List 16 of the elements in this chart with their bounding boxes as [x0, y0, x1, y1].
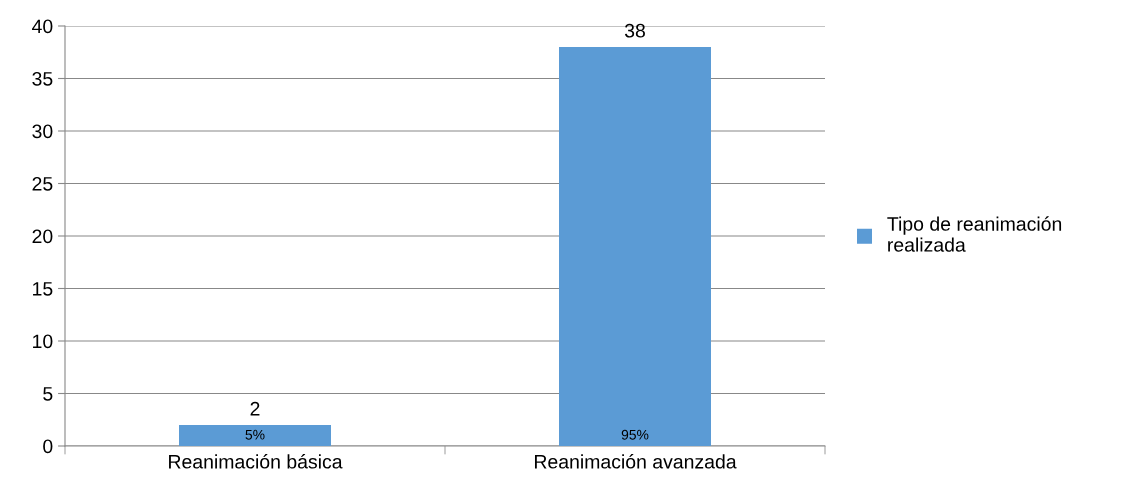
y-tick-label: 15: [33, 282, 53, 296]
y-tick-label: 0: [43, 439, 53, 454]
annotation: 5%: [245, 429, 265, 440]
y-tick-label: 30: [32, 124, 53, 139]
y-tick-label: 40: [32, 19, 53, 34]
x-tick-label: Reanimación básica: [169, 454, 343, 469]
y-tick-label: 10: [33, 334, 53, 349]
y-tick-label: 5: [43, 387, 53, 401]
y-tick-label: 20: [32, 229, 53, 244]
y-tick-label: 25: [32, 176, 53, 191]
data-label: 38: [624, 23, 645, 38]
annotation: 95%: [621, 429, 649, 440]
data-label: 2: [250, 401, 260, 416]
legend-label: Tipo de reanimación realizada: [887, 216, 1062, 252]
x-tick-label: Reanimación avanzada: [534, 454, 737, 469]
y-tick-label: 35: [32, 71, 53, 86]
